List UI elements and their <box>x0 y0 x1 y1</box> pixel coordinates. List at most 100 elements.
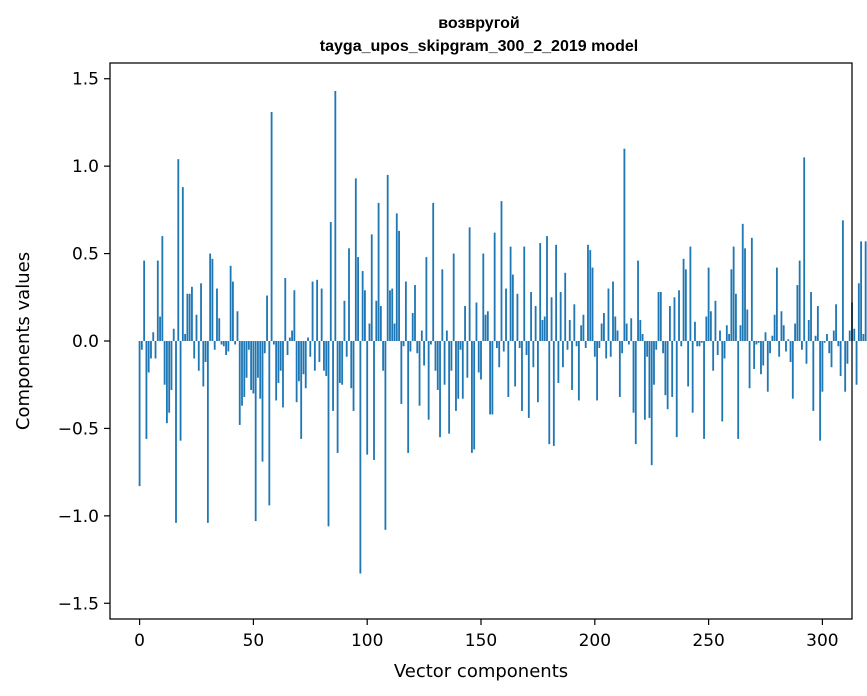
bar-212 <box>621 341 624 354</box>
bar-66 <box>288 337 291 341</box>
bar-71 <box>300 341 303 439</box>
bar-131 <box>436 341 439 390</box>
bar-152 <box>484 314 487 341</box>
bar-193 <box>577 341 580 401</box>
bar-95 <box>354 178 357 341</box>
bar-270 <box>753 341 756 369</box>
bar-77 <box>313 341 316 371</box>
bar-105 <box>377 202 380 341</box>
bar-310 <box>844 341 847 392</box>
bar-30 <box>206 341 209 523</box>
bar-228 <box>657 292 660 341</box>
bar-86 <box>334 90 337 341</box>
bar-255 <box>719 330 721 341</box>
bar-311 <box>846 341 849 364</box>
bar-302 <box>826 334 828 341</box>
bar-22 <box>188 293 191 341</box>
bar-249 <box>705 316 708 341</box>
bar-45 <box>241 341 243 406</box>
bar-102 <box>370 234 373 341</box>
bar-128 <box>430 341 432 345</box>
bar-283 <box>782 325 785 341</box>
bar-189 <box>568 320 571 341</box>
bar-231 <box>664 341 667 396</box>
bar-130 <box>434 341 437 371</box>
bar-261 <box>732 246 735 341</box>
bar-151 <box>482 253 485 341</box>
bar-4 <box>147 341 150 373</box>
bar-294 <box>807 320 810 341</box>
bar-285 <box>787 339 790 341</box>
bar-82 <box>325 341 328 376</box>
bar-65 <box>286 341 289 355</box>
bar-163 <box>509 246 512 341</box>
bar-250 <box>707 267 710 341</box>
bar-89 <box>341 341 344 385</box>
bar-276 <box>766 341 769 392</box>
bar-149 <box>477 341 480 373</box>
bar-50 <box>252 341 255 394</box>
bar-318 <box>862 334 865 341</box>
bar-60 <box>275 341 278 401</box>
bar-224 <box>648 341 651 418</box>
bar-305 <box>832 330 835 341</box>
bar-247 <box>700 341 703 343</box>
bar-289 <box>796 285 799 341</box>
bar-63 <box>282 341 284 408</box>
bar-144 <box>466 341 469 378</box>
bar-315 <box>855 341 858 385</box>
bar-200 <box>593 341 596 357</box>
bar-25 <box>195 314 198 341</box>
bar-93 <box>350 341 353 389</box>
bar-104 <box>375 300 378 341</box>
bar-160 <box>502 341 505 352</box>
bar-113 <box>395 213 398 341</box>
y-tick-label: 0.0 <box>72 332 99 352</box>
bar-181 <box>550 297 553 341</box>
bar-56 <box>266 295 268 341</box>
bar-67 <box>291 330 293 341</box>
bar-252 <box>712 341 715 371</box>
bar-118 <box>407 341 410 453</box>
bar-174 <box>534 306 537 341</box>
bar-85 <box>332 341 334 411</box>
bar-117 <box>404 281 407 341</box>
bar-217 <box>632 341 635 413</box>
bar-229 <box>659 292 662 341</box>
bar-75 <box>309 341 312 357</box>
bar-32 <box>211 258 214 341</box>
bar-279 <box>773 314 776 341</box>
bar-245 <box>696 341 699 347</box>
bar-157 <box>496 341 498 348</box>
bar-11 <box>163 341 166 385</box>
bar-316 <box>857 283 860 341</box>
bar-176 <box>539 243 542 341</box>
bar-183 <box>555 244 558 341</box>
bar-94 <box>352 341 355 411</box>
bar-257 <box>723 341 726 359</box>
bar-237 <box>678 290 680 341</box>
bar-288 <box>794 323 797 341</box>
bar-101 <box>368 323 371 341</box>
bar-21 <box>186 293 189 341</box>
bar-27 <box>200 283 202 341</box>
bar-312 <box>848 330 851 341</box>
bar-164 <box>511 274 514 341</box>
bar-10 <box>161 236 164 341</box>
bar-6 <box>152 332 155 341</box>
bar-292 <box>803 157 806 341</box>
bar-64 <box>284 278 287 341</box>
bar-103 <box>373 341 375 460</box>
bar-271 <box>755 341 758 345</box>
bar-123 <box>418 341 421 406</box>
bar-74 <box>307 337 309 341</box>
y-tick-label: −0.5 <box>58 419 99 439</box>
bar-277 <box>769 341 771 354</box>
bar-204 <box>603 313 605 341</box>
bar-70 <box>298 341 300 382</box>
bar-97 <box>359 341 362 574</box>
bar-195 <box>582 314 585 341</box>
bar-7 <box>154 341 157 359</box>
y-tick-label: 0.5 <box>72 245 99 265</box>
